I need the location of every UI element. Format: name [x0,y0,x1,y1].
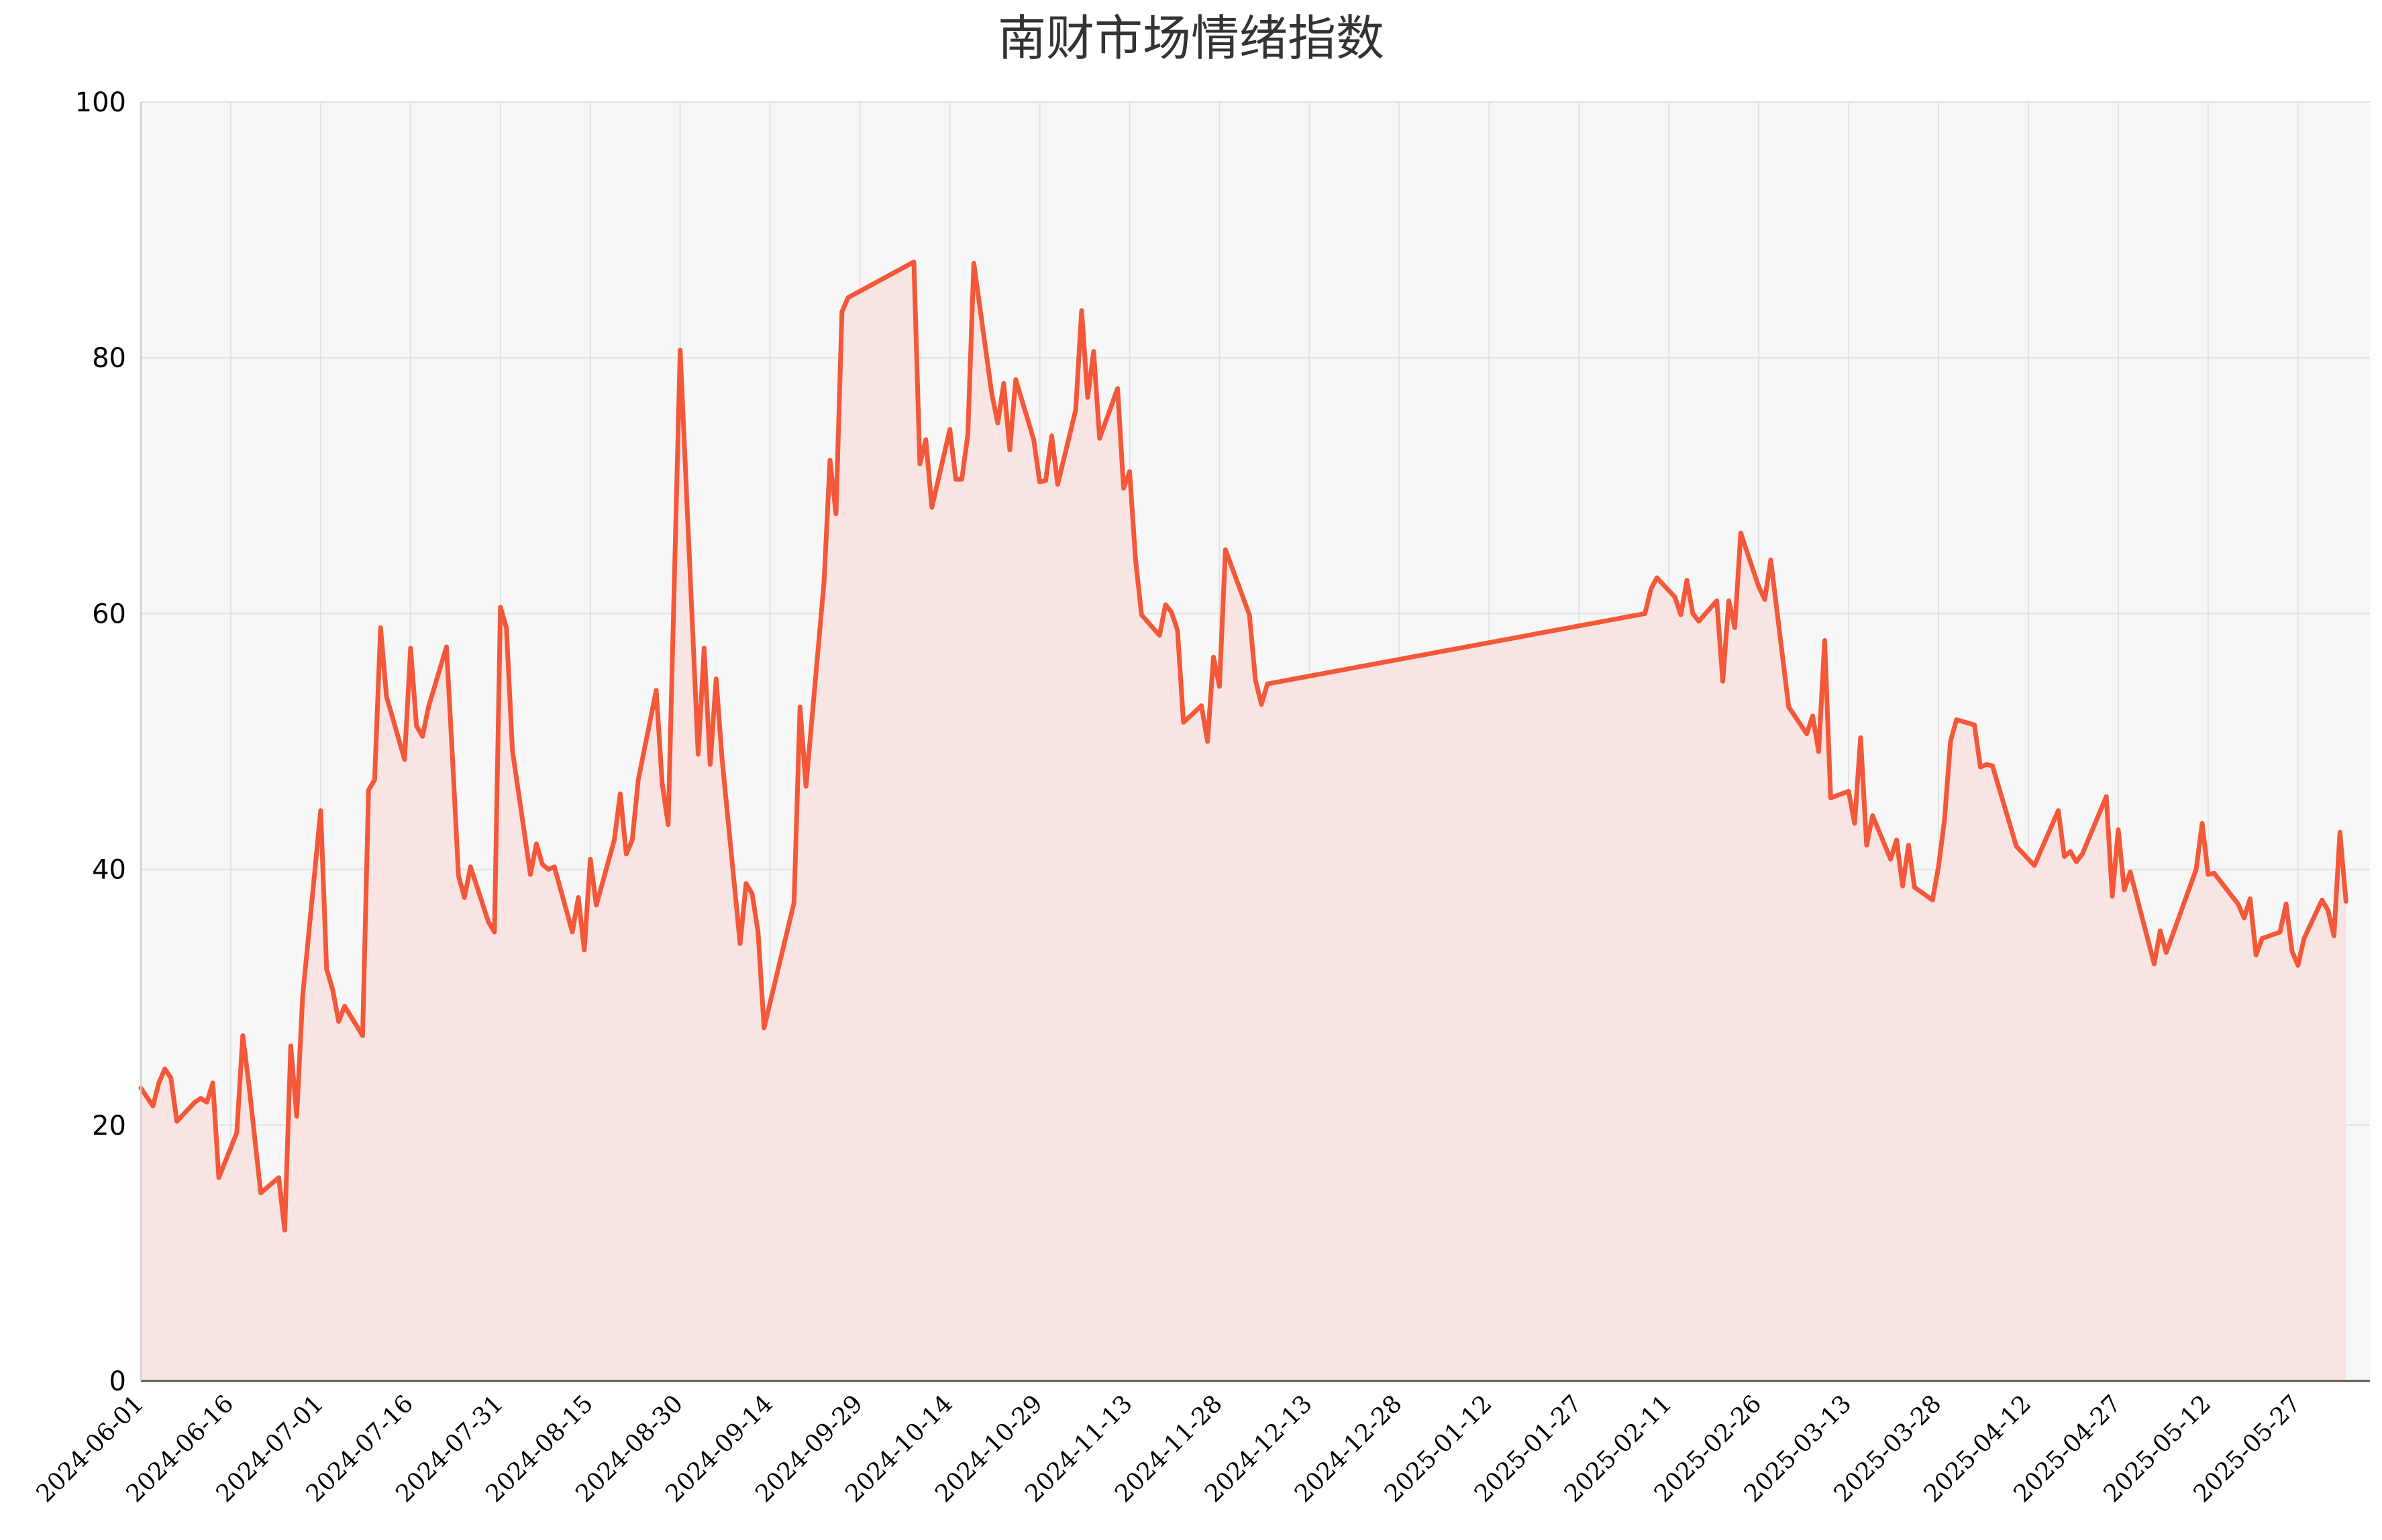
y-tick-labels: 0 20 40 60 80 100 [75,87,126,1397]
y-tick-label: 20 [92,1111,126,1141]
y-tick-label: 100 [75,87,126,118]
y-tick-label: 80 [92,343,126,374]
series-area-fill [141,262,2346,1381]
y-tick-label: 40 [92,855,126,886]
x-tick-labels: 2024-06-012024-06-162024-07-012024-07-16… [32,1390,2307,1508]
chart-title: 南财市场情绪指数 [998,10,1384,66]
y-tick-label: 0 [109,1366,126,1397]
series-line [138,259,2348,1233]
y-tick-label: 60 [92,599,126,629]
